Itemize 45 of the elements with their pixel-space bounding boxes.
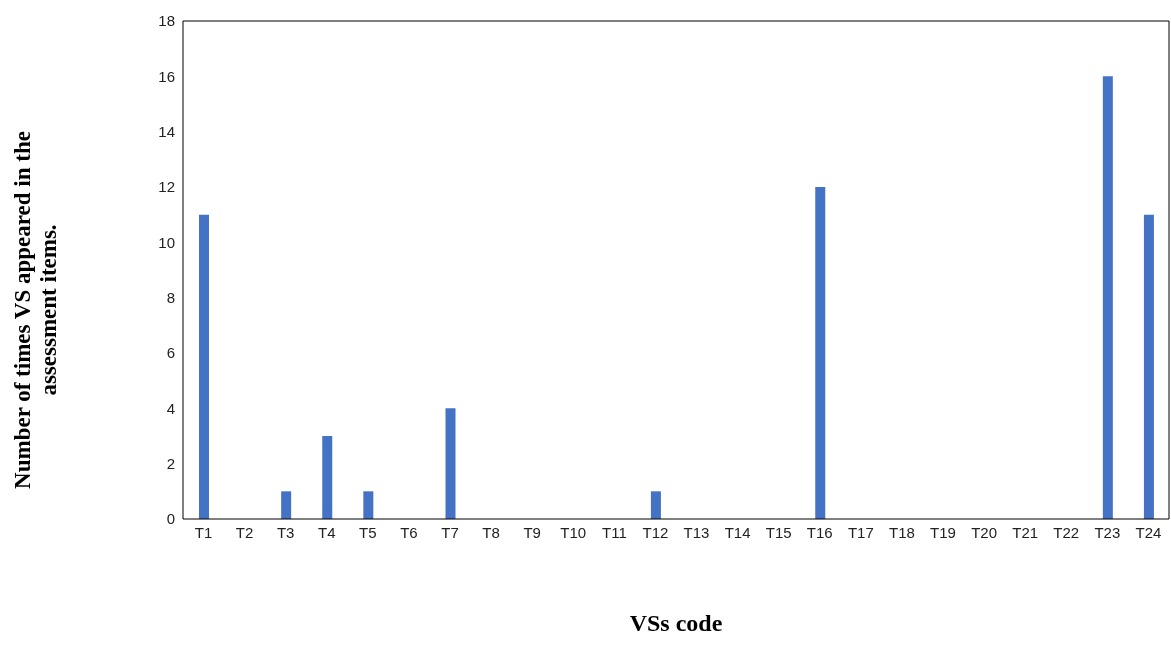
y-tick-label: 8 [166, 288, 175, 306]
x-tick-label: T21 [1012, 523, 1039, 541]
x-tick-label: T22 [1053, 523, 1080, 541]
y-tick-label: 16 [158, 67, 175, 85]
y-tick-label: 2 [166, 454, 175, 472]
y-axis-title: Number of times VS appeared in the assessment items. [10, 131, 61, 489]
x-tick-label: T8 [482, 523, 500, 541]
y-tick-label: 4 [166, 399, 175, 417]
x-tick-label: T11 [602, 523, 627, 541]
x-tick-label: T17 [847, 523, 874, 541]
y-tick-label: 14 [158, 122, 175, 140]
bar [1102, 76, 1113, 519]
bar [281, 491, 292, 519]
x-tick-label: T16 [806, 523, 833, 541]
bar [199, 214, 209, 519]
bar [363, 491, 374, 519]
y-tick-label: 12 [158, 178, 175, 196]
x-tick-label: T3 [276, 523, 295, 541]
x-tick-label: T15 [765, 523, 792, 541]
bar [445, 408, 456, 519]
x-tick-label: T20 [971, 523, 998, 541]
x-tick-label: T7 [441, 523, 459, 541]
x-tick-label: T10 [560, 523, 587, 541]
x-tick-label: T14 [724, 523, 751, 541]
y-tick-label: 6 [166, 344, 175, 362]
x-tick-label: T9 [523, 523, 541, 541]
x-tick-label: T13 [683, 523, 710, 541]
x-tick-label: T5 [359, 523, 377, 541]
y-tick-label: 18 [158, 12, 175, 30]
x-tick-label: T18 [889, 523, 915, 541]
x-tick-label: T23 [1094, 523, 1121, 541]
x-axis-title: VSs code [629, 610, 723, 636]
x-tick-label: T24 [1135, 523, 1162, 541]
x-tick-label: T12 [642, 523, 669, 541]
bar [322, 436, 333, 519]
x-tick-label: T2 [235, 523, 254, 541]
y-tick-label: 0 [166, 510, 175, 528]
y-tick-label: 10 [158, 233, 175, 251]
bar [650, 491, 661, 519]
x-tick-label: T4 [318, 523, 336, 541]
x-tick-label: T19 [930, 523, 956, 541]
bar [1143, 214, 1154, 519]
x-tick-label: T6 [400, 523, 418, 541]
x-tick-label: T1 [194, 523, 213, 541]
bar [815, 187, 826, 519]
